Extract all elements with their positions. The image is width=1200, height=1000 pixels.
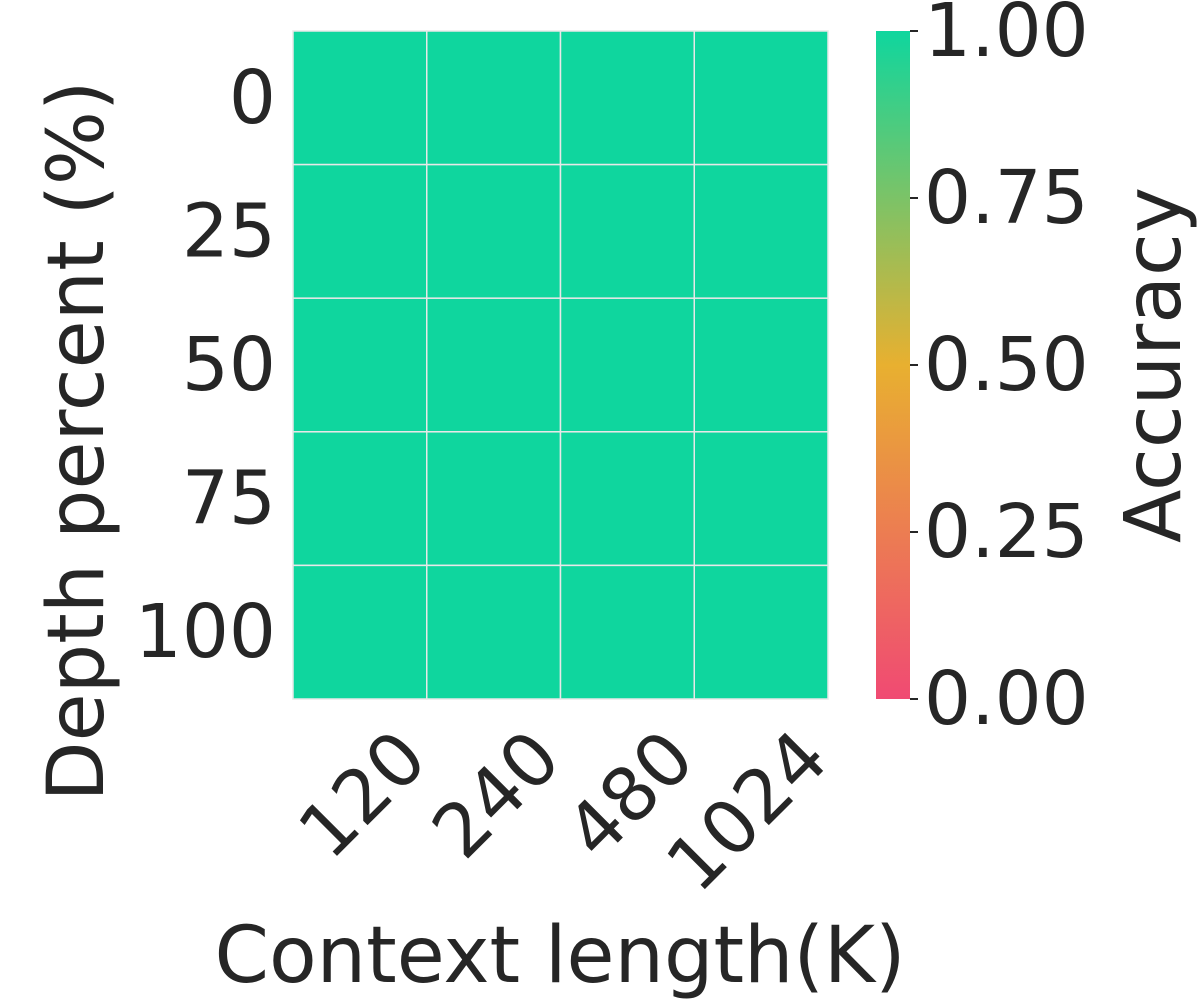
y-tick-label: 25	[182, 188, 276, 274]
heatmap-cells	[292, 30, 829, 700]
colorbar-tick-label: 0.25	[924, 489, 1089, 575]
heatmap-cell	[426, 30, 562, 166]
heatmap-cell	[693, 297, 829, 433]
colorbar-tick-label: 1.00	[924, 0, 1089, 74]
heatmap-cell	[559, 431, 695, 567]
y-tick-label: 75	[182, 456, 276, 542]
x-axis-label: Context length(K)	[215, 911, 906, 1000]
colorbar-tick-label: 0.75	[924, 155, 1089, 241]
heatmap-cell	[426, 297, 562, 433]
heatmap-cell	[292, 163, 428, 299]
x-tick-label: 1024	[650, 714, 844, 908]
colorbar-label: Accuracy	[1109, 187, 1199, 543]
heatmap-cell	[426, 431, 562, 567]
heatmap-cell	[559, 564, 695, 700]
x-tick-label: 120	[282, 714, 443, 875]
y-tick-labels: 0 25 50 75 100	[135, 55, 276, 675]
colorbar-tick-label: 0.00	[924, 656, 1089, 742]
colorbar-tick-label: 0.50	[924, 322, 1089, 408]
heatmap-cell	[693, 431, 829, 567]
heatmap-cell	[292, 297, 428, 433]
colorbar: 0.00 0.25 0.50 0.75 1.00 Accuracy	[876, 0, 1199, 742]
heatmap-cell	[292, 564, 428, 700]
y-tick-label: 50	[182, 322, 276, 408]
y-tick-label: 100	[135, 589, 276, 675]
heatmap-cell	[559, 297, 695, 433]
heatmap-cell	[426, 163, 562, 299]
y-tick-label: 0	[229, 55, 276, 141]
colorbar-ticks: 0.00 0.25 0.50 0.75 1.00	[910, 0, 1089, 742]
heatmap-cell	[693, 564, 829, 700]
heatmap-cell	[426, 564, 562, 700]
colorbar-gradient	[876, 31, 910, 699]
heatmap-cell	[292, 431, 428, 567]
heatmap-cell	[693, 163, 829, 299]
heatmap-cell	[559, 163, 695, 299]
heatmap-cell	[693, 30, 829, 166]
heatmap-cell	[559, 30, 695, 166]
heatmap-cell	[292, 30, 428, 166]
y-axis-label: Depth percent (%)	[32, 81, 122, 802]
x-tick-label: 240	[416, 714, 577, 875]
